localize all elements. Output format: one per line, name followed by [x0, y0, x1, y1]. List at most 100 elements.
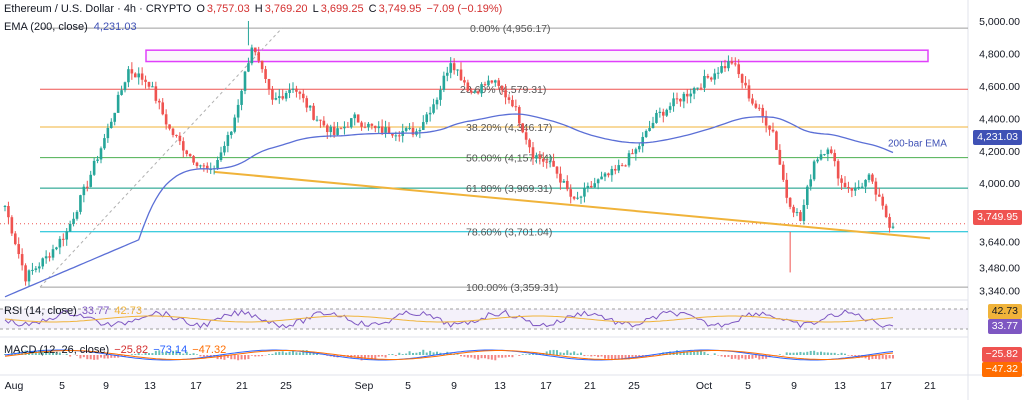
candle-body [380, 126, 384, 133]
candle-body [291, 88, 295, 90]
candle-body [3, 206, 7, 208]
candle-body [195, 162, 199, 166]
macd-histogram-bar [737, 355, 740, 360]
macd-histogram-bar [429, 350, 432, 355]
macd-histogram-bar [52, 352, 54, 355]
macd-histogram-bar [830, 352, 833, 355]
macd-histogram-bar [689, 351, 692, 355]
candle-body [805, 186, 809, 205]
macd-histogram-bar [168, 352, 171, 355]
macd-histogram-bar [103, 355, 106, 359]
candle-body [511, 99, 514, 107]
macd-histogram-bar [261, 355, 264, 357]
macd-histogram-bar [604, 355, 606, 359]
candle-body [175, 134, 178, 136]
candle-body [20, 254, 24, 266]
candle-body [631, 153, 634, 155]
candle-body [284, 92, 288, 99]
candle-body [504, 90, 507, 98]
macd-histogram-bar [268, 354, 270, 355]
candle-body [747, 85, 751, 99]
macd-histogram-bar [748, 355, 750, 359]
candle-body [679, 98, 682, 102]
y-tick-label: 3,340.00 [979, 285, 1020, 297]
macd-histogram-bar [614, 355, 617, 360]
candle-body [524, 132, 528, 140]
macd-histogram-bar [888, 355, 891, 359]
macd-histogram-bar [151, 353, 154, 355]
macd-histogram-bar [837, 354, 840, 355]
macd-histogram-bar [230, 355, 233, 360]
candle-body [836, 161, 840, 179]
candle-body [473, 91, 477, 93]
candle-body [771, 129, 775, 132]
candle-body [891, 226, 895, 228]
candle-body [384, 127, 387, 133]
candle-body [418, 129, 422, 132]
x-tick-label: Sep [355, 380, 374, 392]
macd-histogram-bar [199, 355, 202, 357]
candle-body [610, 168, 614, 176]
macd-histogram-bar [545, 351, 548, 355]
candle-body [535, 155, 538, 159]
candle-body [476, 91, 480, 94]
x-tick-label: 9 [103, 380, 109, 392]
macd-histogram-bar [761, 355, 764, 360]
candle-body [68, 223, 72, 232]
candle-body [425, 114, 429, 123]
candle-body [27, 270, 31, 282]
macd-histogram-bar [556, 350, 558, 355]
macd-histogram-bar [682, 351, 685, 355]
macd-histogram-bar [250, 355, 253, 356]
candle-body [24, 265, 27, 282]
macd-histogram-bar [463, 355, 466, 357]
macd-histogram-bar [549, 350, 552, 355]
rsi-legend: RSI (14, close) 33.77 42.73 [4, 305, 144, 317]
candle-body [744, 82, 747, 86]
candle-body [271, 89, 274, 100]
candle-body [871, 174, 874, 182]
candle-body [120, 90, 123, 95]
macd-histogram-bar [456, 354, 459, 355]
macd-line [4, 349, 894, 361]
macd-histogram-bar [487, 355, 490, 360]
candle-body [463, 80, 466, 83]
candle-body [185, 150, 189, 154]
candle-body [569, 189, 573, 197]
y-tick-label: 4,600.00 [979, 81, 1020, 93]
rsi-title: RSI (14, close) [4, 305, 77, 317]
fib-level-label: 50.00% (4,157.74) [466, 153, 552, 165]
candle-body [243, 71, 247, 91]
macd-histogram-bar [196, 354, 198, 355]
macd-histogram-bar [381, 355, 384, 357]
fib-level-label: 61.80% (3,969.31) [466, 183, 552, 195]
candle-body [562, 180, 566, 183]
macd-histogram-bar [706, 353, 709, 355]
candle-body [387, 127, 391, 134]
candle-body [785, 179, 789, 198]
macd-histogram-bar [751, 355, 754, 359]
macd-histogram-bar [532, 354, 534, 355]
candle-body [329, 126, 333, 133]
candle-body [205, 165, 209, 170]
x-tick-label: 17 [540, 380, 552, 392]
candle-body [267, 79, 271, 90]
candle-body [617, 165, 621, 171]
candle-body [157, 100, 161, 103]
macd-histogram-bar [470, 355, 473, 358]
candle-body [312, 105, 315, 120]
fib-level-label: 38.20% (4,346.17) [466, 122, 552, 134]
macd-histogram-bar [237, 355, 240, 361]
candle-body [343, 126, 346, 129]
macd-histogram-bar [14, 353, 17, 355]
macd-histogram-bar [892, 355, 894, 359]
candle-body [740, 74, 744, 83]
candle-body [13, 233, 17, 245]
candle-body [843, 182, 847, 187]
candle-body [332, 126, 336, 135]
macd-histogram-bar [600, 355, 603, 357]
macd-histogram-bar [881, 355, 884, 359]
macd-histogram-bar [610, 355, 613, 361]
candle-body [260, 60, 264, 70]
